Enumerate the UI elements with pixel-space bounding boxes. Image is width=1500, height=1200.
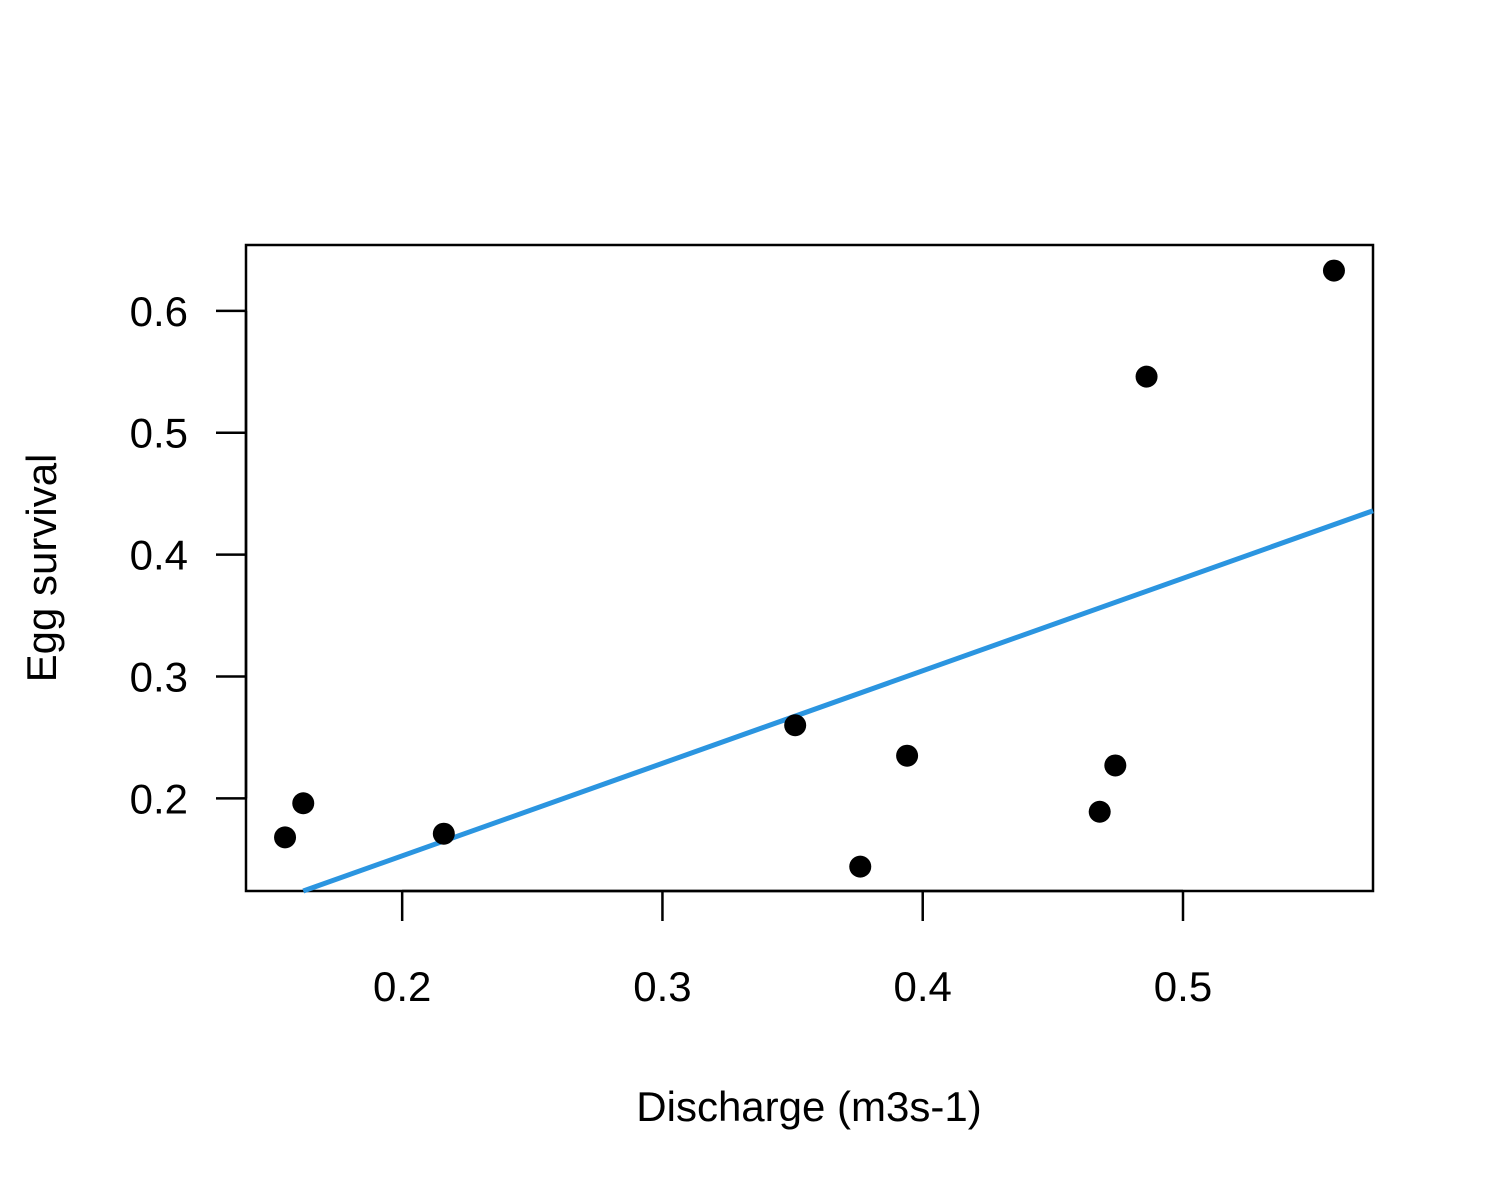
x-tick-label: 0.3: [633, 963, 691, 1010]
data-point: [896, 744, 919, 767]
regression-line: [302, 508, 1374, 894]
data-point: [849, 855, 872, 878]
y-axis: 0.2 0.3 0.4 0.5 0.6: [130, 288, 248, 822]
x-tick-label: 0.2: [373, 963, 431, 1010]
fit-line-layer: [302, 508, 1374, 894]
data-point: [1104, 754, 1127, 777]
x-axis: 0.2 0.3 0.4 0.5: [373, 889, 1212, 1010]
y-tick-label: 0.2: [130, 775, 188, 822]
data-point: [274, 826, 297, 849]
data-point: [1135, 365, 1158, 388]
y-tick-label: 0.6: [130, 288, 188, 335]
y-tick-label: 0.5: [130, 410, 188, 457]
data-point: [784, 714, 807, 737]
x-tick-label: 0.5: [1154, 963, 1212, 1010]
data-point: [292, 792, 315, 815]
data-point: [432, 822, 455, 845]
x-tick-label: 0.4: [894, 963, 952, 1010]
data-point: [1088, 800, 1111, 823]
y-tick-label: 0.4: [130, 532, 188, 579]
points-layer: [274, 259, 1345, 878]
y-axis-title: Egg survival: [18, 454, 65, 683]
x-axis-title: Discharge (m3s-1): [636, 1083, 981, 1130]
y-tick-label: 0.3: [130, 653, 188, 700]
plot-frame: [244, 243, 1375, 893]
data-point: [1322, 259, 1345, 282]
